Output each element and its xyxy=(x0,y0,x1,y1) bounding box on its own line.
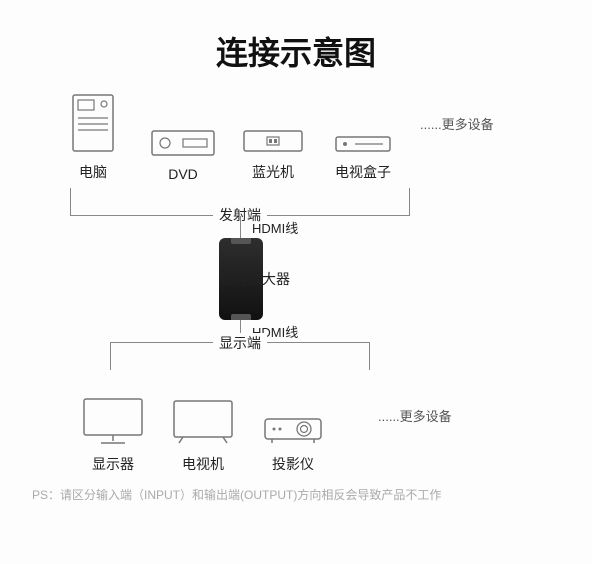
device-monitor: 显示器 xyxy=(68,384,158,474)
display-bracket: 显示端 xyxy=(110,342,370,370)
source-bracket: 发射端 xyxy=(70,188,410,216)
display-end-label: 显示端 xyxy=(213,333,267,353)
more-devices-bottom: ......更多设备 xyxy=(378,406,452,425)
amplifier-label: 信号放大器 xyxy=(220,269,290,289)
device-dvd: DVD xyxy=(138,96,228,182)
page-title: 连接示意图 xyxy=(0,0,592,74)
source-devices-row: 电脑 DVD 蓝光机 xyxy=(0,92,592,182)
device-tv: 电视机 xyxy=(158,384,248,474)
device-label: 显示器 xyxy=(92,454,134,474)
device-label: 电脑 xyxy=(79,162,107,182)
hdmi-bottom-row: HDMI线 xyxy=(0,320,592,342)
device-label: DVD xyxy=(168,166,198,182)
hdmi-top-row: HDMI线 xyxy=(0,216,592,238)
device-bluray: 蓝光机 xyxy=(228,92,318,182)
footnote: PS：请区分输入端（INPUT）和输出端(OUTPUT)方向相反会导致产品不工作 xyxy=(0,474,592,503)
device-tvbox: 电视盒子 xyxy=(318,92,408,182)
bluray-icon xyxy=(243,92,303,152)
pc-icon xyxy=(72,92,114,152)
tv-icon xyxy=(173,384,233,444)
more-devices-top: ......更多设备 xyxy=(420,114,494,133)
device-label: 电视盒子 xyxy=(335,162,391,182)
monitor-icon xyxy=(83,384,143,444)
tvbox-icon xyxy=(335,92,391,152)
device-projector: 投影仪 xyxy=(248,384,338,474)
dvd-icon xyxy=(151,96,215,156)
hdmi-label-top: HDMI线 xyxy=(252,218,298,237)
display-devices-row: 显示器 电视机 投影仪 ......更多设备 xyxy=(0,384,592,474)
device-label: 蓝光机 xyxy=(252,162,294,182)
projector-icon xyxy=(264,384,322,444)
amplifier-row: 信号放大器 xyxy=(0,238,592,320)
device-label: 投影仪 xyxy=(272,454,314,474)
device-label: 电视机 xyxy=(182,454,224,474)
device-pc: 电脑 xyxy=(48,92,138,182)
